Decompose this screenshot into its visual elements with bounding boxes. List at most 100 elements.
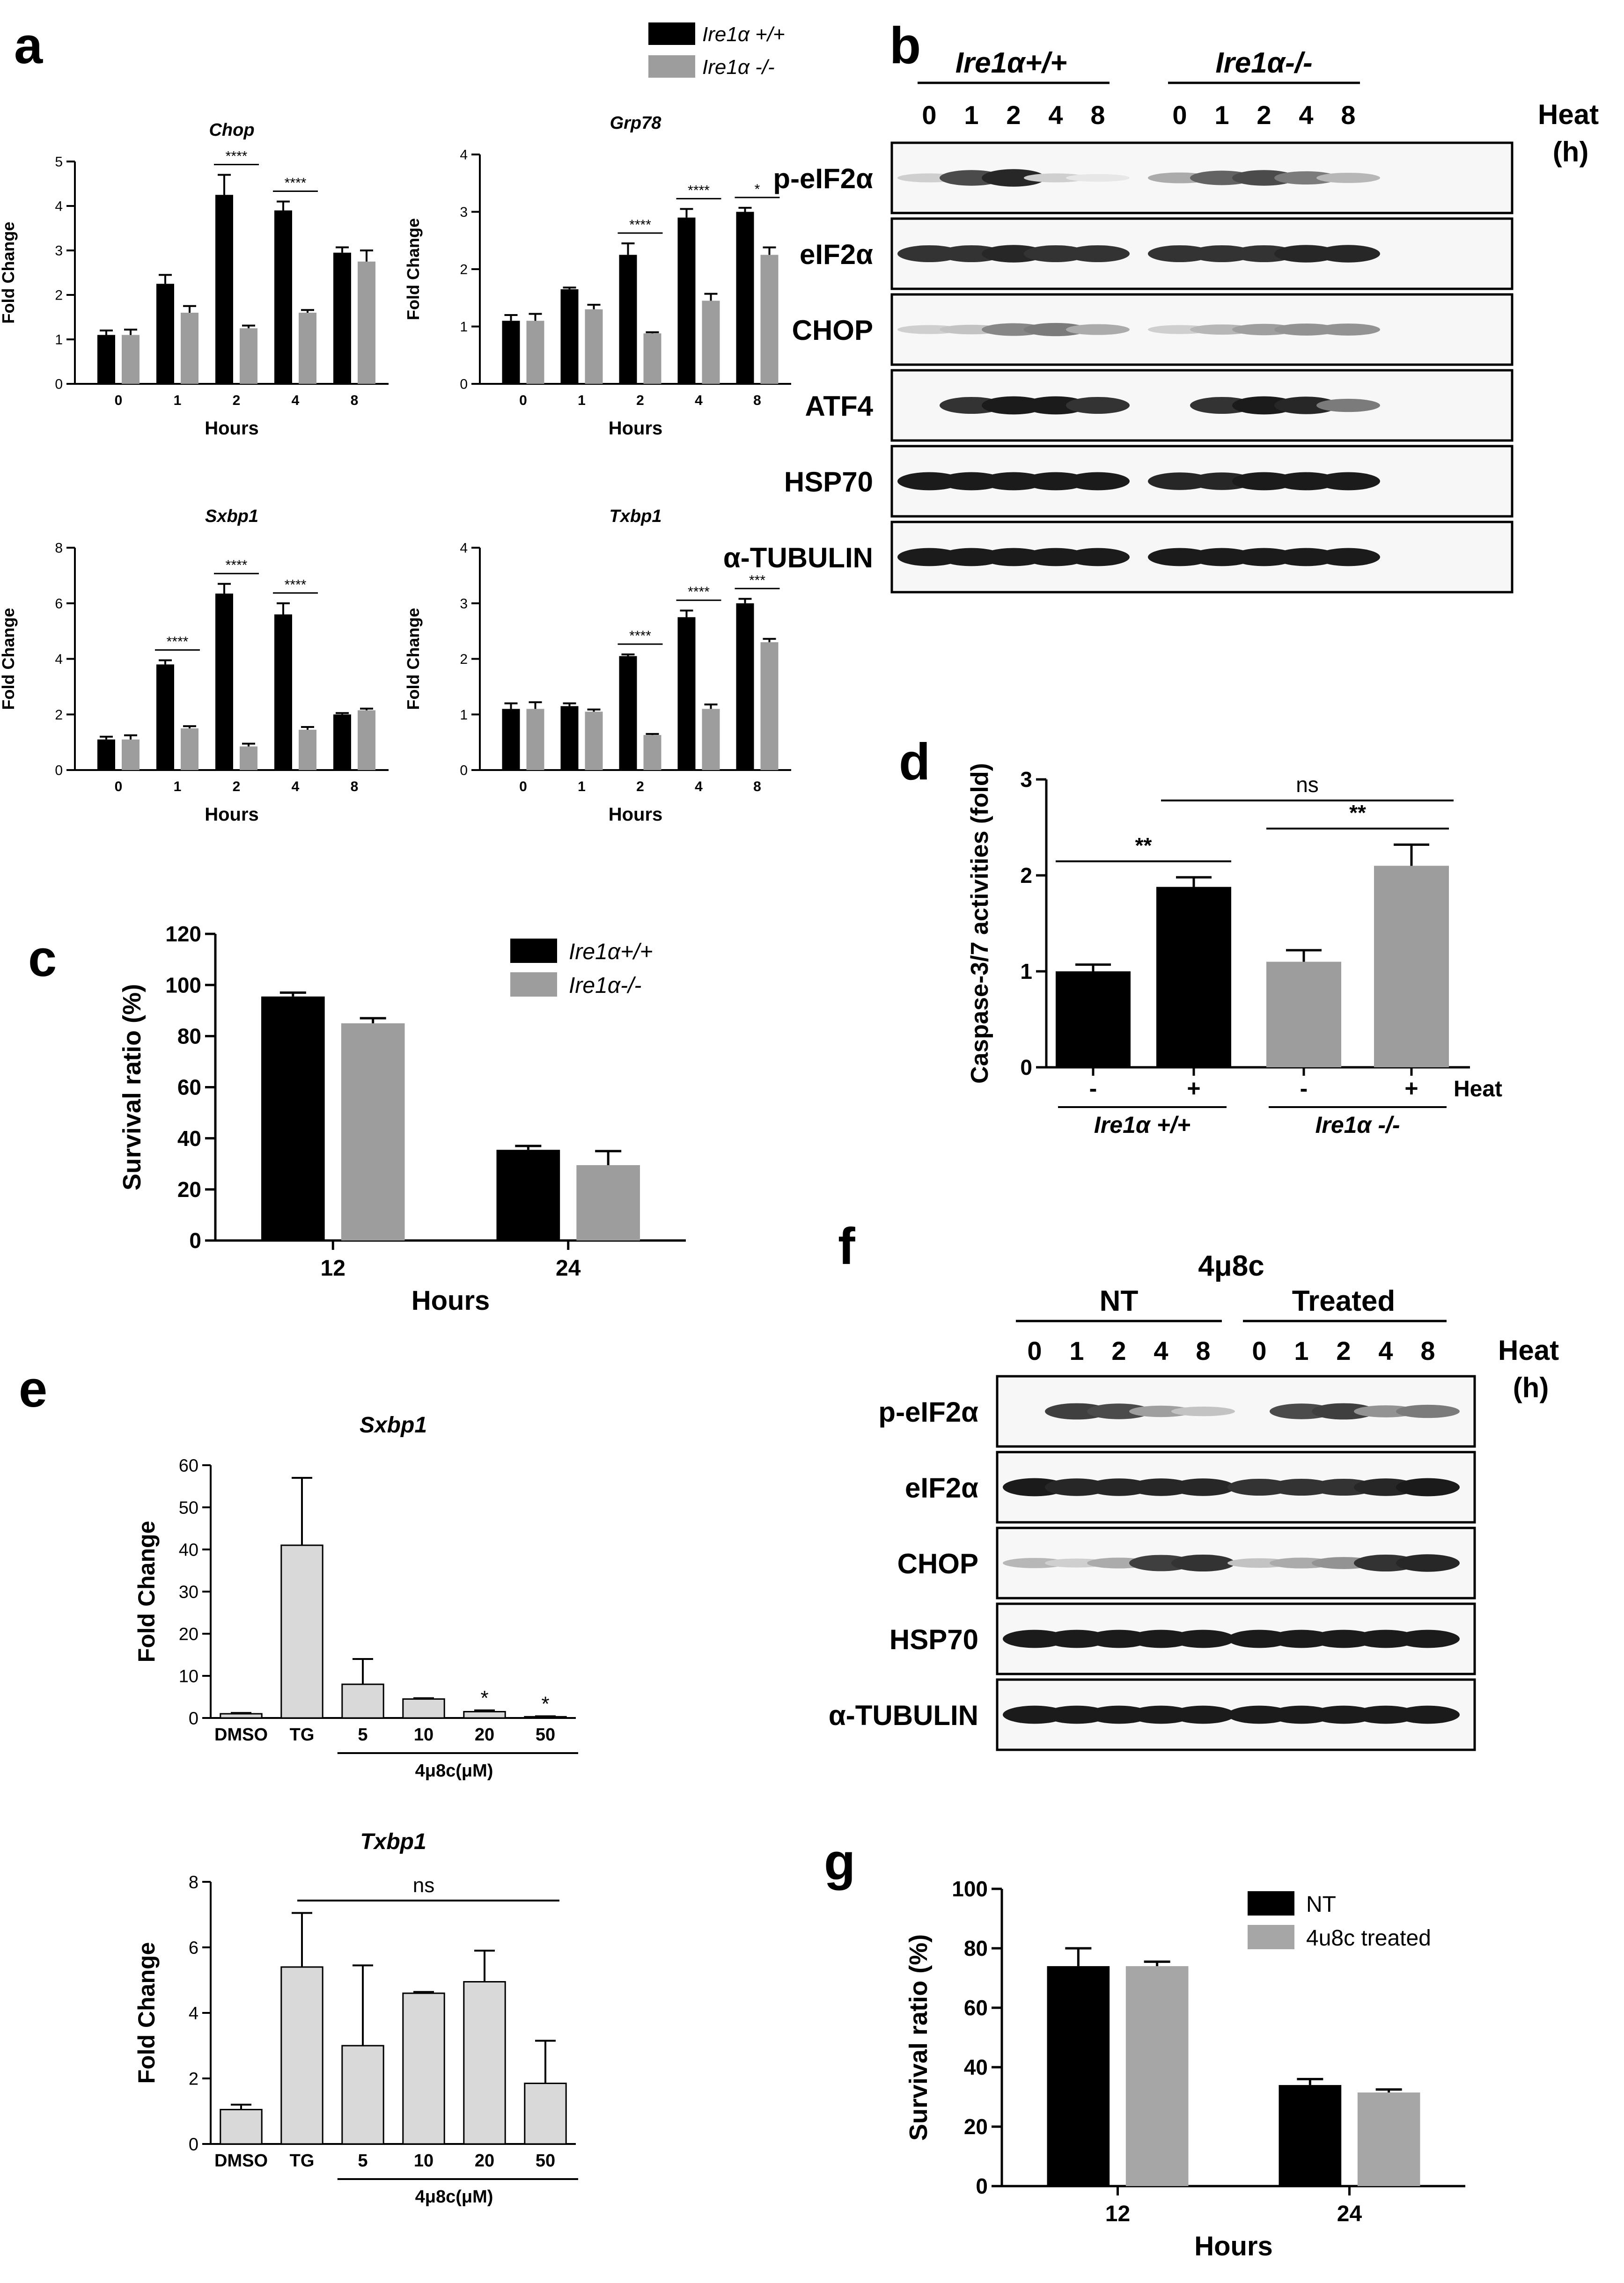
legend-swatch <box>510 972 557 997</box>
bar-series0-12h <box>261 996 325 1241</box>
y-tick-label: 60 <box>964 1996 988 2020</box>
lane-label: 8 <box>1341 100 1355 130</box>
error-bar <box>242 742 255 747</box>
bar-ko-4h <box>299 729 316 770</box>
y-tick-label: 100 <box>165 973 201 997</box>
error-bar <box>183 725 196 728</box>
error-bar <box>680 609 693 617</box>
error-bar <box>474 1950 495 1982</box>
y-tick-label: 6 <box>189 1938 198 1958</box>
blot-band <box>1171 1554 1235 1572</box>
error-bar <box>738 598 752 603</box>
chart-title: Sxbp1 <box>205 507 258 526</box>
chart-title: Sxbp1 <box>360 1413 427 1438</box>
error-bar <box>218 583 231 594</box>
significance-label: * <box>541 1692 549 1715</box>
legend-label-ko: Ire1α -/- <box>702 56 775 79</box>
lane-label: 4 <box>1378 1336 1393 1365</box>
x-tick-label: 20 <box>475 2151 494 2171</box>
y-axis-title: Caspase-3/7 activities (fold) <box>966 763 993 1084</box>
blot-band <box>1066 324 1130 335</box>
y-tick-label: 10 <box>179 1666 198 1686</box>
legend-label-wt: Ire1α +/+ <box>702 23 785 46</box>
heat-unit-label: (h) <box>1553 136 1589 168</box>
y-tick-label: 0 <box>189 1228 201 1253</box>
y-tick-label: 60 <box>177 1075 201 1100</box>
heat-unit-label: (h) <box>1513 1372 1549 1403</box>
y-tick-label: 120 <box>165 922 201 946</box>
lane-label: 1 <box>1214 100 1229 130</box>
bar-ko-2h <box>643 735 661 770</box>
y-tick-label: 4 <box>189 2004 198 2023</box>
bar-20 <box>463 1981 506 2145</box>
bar-ko-0h <box>526 321 544 384</box>
lane-label: 2 <box>1006 100 1021 130</box>
bar-ko-2h <box>240 328 257 384</box>
significance-label: **** <box>226 558 248 573</box>
error-bar <box>563 286 576 289</box>
bar-wt-2h <box>619 255 637 384</box>
blot-band <box>1316 398 1380 412</box>
error-bar <box>277 602 290 615</box>
axes-e_sxbp1: 0 10 20 30 40 50 60 Fold Change Sxbp1 <box>133 1413 576 1728</box>
error-bar <box>336 246 349 253</box>
x-tick-label: 5 <box>358 2151 367 2171</box>
bars-e_sxbp1: DMSO TG 5 10 20 50 4μ8c(μM) * * <box>214 1477 578 1781</box>
panel-a-legend: Ire1α +/+ Ire1α -/- <box>648 22 785 79</box>
legend-label: Ire1α+/+ <box>569 940 653 964</box>
chart-title: Txbp1 <box>610 507 662 526</box>
x-tick-label: DMSO <box>214 1725 268 1745</box>
significance-label: *** <box>749 573 765 588</box>
bar-TG <box>280 1966 323 2145</box>
x-tick-label: 20 <box>475 1725 494 1745</box>
x-tick-label: DMSO <box>214 2151 268 2171</box>
error-bar <box>360 707 373 711</box>
y-tick-label: 20 <box>177 1177 201 1202</box>
blot-band <box>1003 1558 1066 1568</box>
x-tick-label: 4 <box>292 393 300 408</box>
chart-title: Chop <box>209 120 254 140</box>
y-tick-label: 3 <box>460 205 468 220</box>
error-bar <box>413 1697 434 1699</box>
error-bar <box>646 733 659 735</box>
error-bar <box>124 734 137 740</box>
bar-wt-0h <box>502 321 520 384</box>
bar-ko-1h <box>585 309 603 384</box>
y-tick-label: 0 <box>460 377 468 392</box>
x-tick-label: 2 <box>636 393 644 408</box>
y-tick-label: 1 <box>1020 959 1032 984</box>
error-bar <box>529 701 542 709</box>
panel-letter-b: b <box>889 17 921 74</box>
bars-a_chop: 0 1 2 **** 4 **** 8 Hours <box>97 149 375 439</box>
significance-label: **** <box>629 628 651 644</box>
y-tick-label: 2 <box>189 2069 198 2089</box>
blot-row-label: p-eIF2α <box>773 163 873 194</box>
error-bar <box>301 309 314 313</box>
y-tick-label: 100 <box>952 1877 988 1901</box>
error-bar <box>100 735 113 740</box>
group-label-ko: Ire1α -/- <box>1315 1112 1400 1138</box>
bar-TG <box>280 1544 323 1719</box>
blot-row-label: eIF2α <box>905 1472 978 1504</box>
y-tick-label: 40 <box>964 2055 988 2079</box>
x-tick-label: - <box>1089 1075 1097 1101</box>
bar-wt-8h <box>333 252 351 384</box>
blot-row-label: α-TUBULIN <box>829 1700 978 1731</box>
bars-e_txbp1: DMSO TG 5 10 20 50 4μ8c(μM) ns <box>214 1874 578 2207</box>
x-tick-label: 1 <box>174 393 182 408</box>
error-bar <box>231 1712 251 1714</box>
error-bar <box>1375 2088 1402 2092</box>
y-tick-label: 3 <box>1020 767 1032 792</box>
panel-letter-a: a <box>14 17 43 74</box>
error-bar <box>277 200 290 211</box>
legend-swatch-ko <box>648 55 695 78</box>
blot-band <box>1066 548 1130 566</box>
bar-ko-2h <box>240 746 257 770</box>
bars-a_txbp1: 0 1 2 **** 4 **** 8 *** Hours <box>502 573 780 825</box>
y-tick-label: 60 <box>179 1456 198 1476</box>
significance-label: ** <box>1349 800 1366 825</box>
y-axis-title: Fold Change <box>404 608 423 710</box>
y-axis-title: Fold Change <box>133 1942 160 2084</box>
bar-wt-noheat <box>1056 971 1131 1067</box>
bar-ko-4h <box>702 301 720 384</box>
